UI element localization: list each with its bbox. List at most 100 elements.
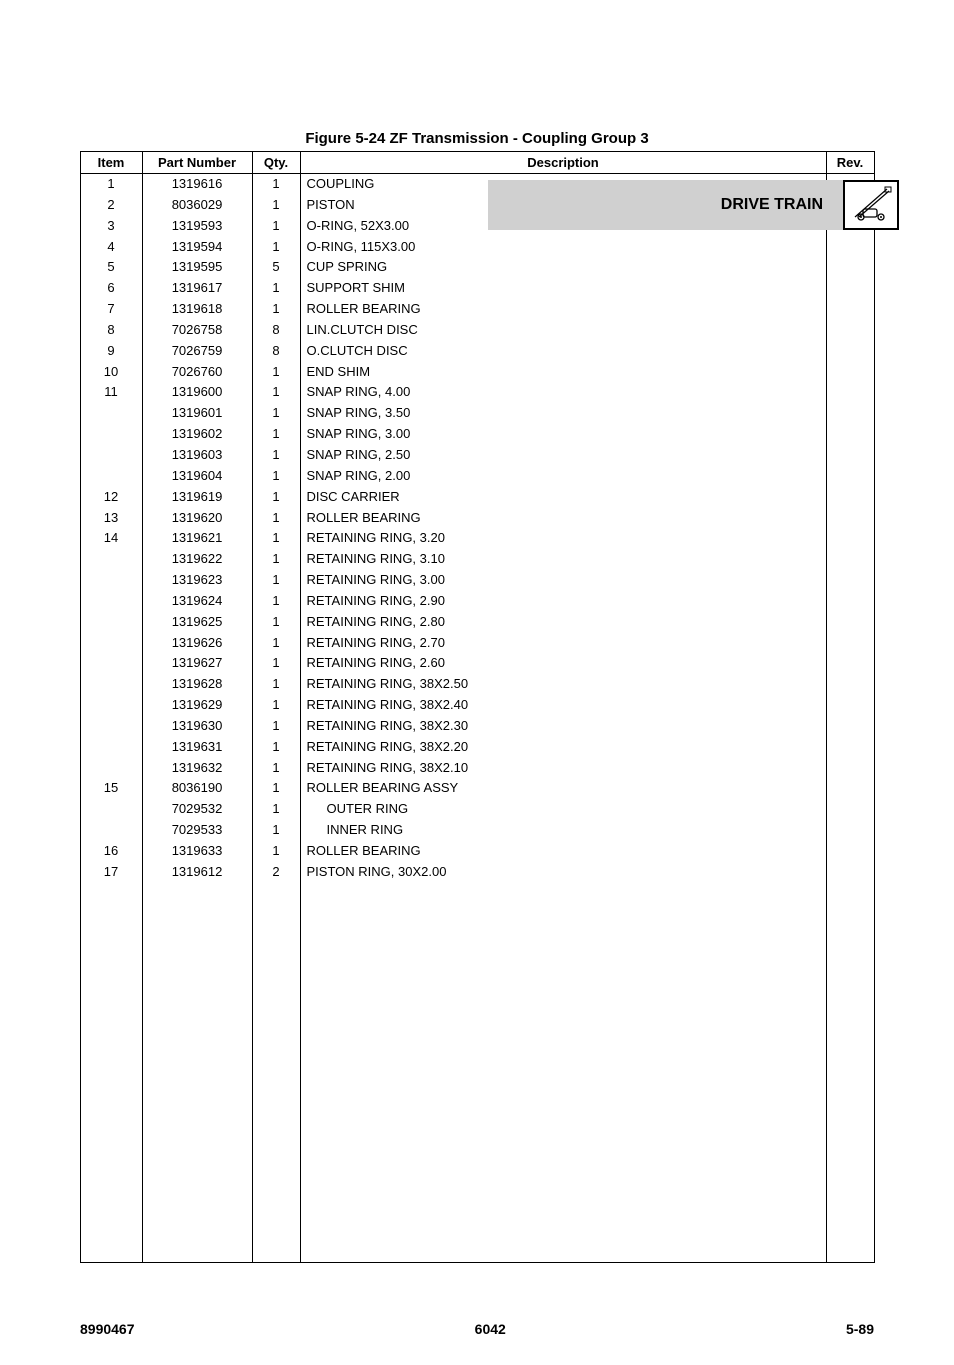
cell-item [80,737,142,758]
cell-item: 5 [80,257,142,278]
filler-cell [300,883,826,1263]
cell-rev [826,299,874,320]
cell-part-number: 7026758 [142,320,252,341]
filler-cell [80,883,142,1263]
cell-item [80,633,142,654]
table-row: 13196311RETAINING RING, 38X2.20 [80,737,874,758]
cell-qty: 1 [252,299,300,320]
cell-description: RETAINING RING, 3.00 [300,570,826,591]
footer-left: 8990467 [80,1321,135,1337]
cell-item: 16 [80,841,142,862]
col-header-rev: Rev. [826,152,874,174]
cell-qty: 1 [252,799,300,820]
cell-rev [826,549,874,570]
page-footer: 8990467 6042 5-89 [0,1321,954,1337]
cell-description: INNER RING [300,820,826,841]
filler-cell [142,883,252,1263]
footer-center: 6042 [475,1321,506,1337]
cell-description: RETAINING RING, 2.60 [300,653,826,674]
figure-title: Figure 5-24 ZF Transmission - Coupling G… [0,130,954,147]
filler-cell [826,883,874,1263]
cell-rev [826,362,874,383]
telehandler-icon [849,185,893,226]
cell-description: LIN.CLUTCH DISC [300,320,826,341]
cell-part-number: 1319593 [142,216,252,237]
cell-part-number: 1319621 [142,528,252,549]
table-row: 13196261RETAINING RING, 2.70 [80,633,874,654]
cell-qty: 1 [252,820,300,841]
cell-qty: 1 [252,633,300,654]
table-row: 1613196331ROLLER BEARING [80,841,874,862]
cell-part-number: 1319623 [142,570,252,591]
cell-qty: 2 [252,862,300,883]
cell-qty: 1 [252,216,300,237]
cell-rev [826,758,874,779]
cell-qty: 1 [252,278,300,299]
cell-description: ROLLER BEARING [300,299,826,320]
cell-part-number: 1319626 [142,633,252,654]
cell-part-number: 1319629 [142,695,252,716]
cell-rev [826,403,874,424]
cell-qty: 1 [252,362,300,383]
cell-description: ROLLER BEARING [300,841,826,862]
cell-rev [826,653,874,674]
cell-part-number: 1319603 [142,445,252,466]
cell-item: 3 [80,216,142,237]
table-row: 70295321OUTER RING [80,799,874,820]
cell-item [80,570,142,591]
table-row: 70295331INNER RING [80,820,874,841]
table-header-row: Item Part Number Qty. Description Rev. [80,152,874,174]
table-row: 13196031SNAP RING, 2.50 [80,445,874,466]
cell-qty: 1 [252,174,300,195]
cell-item: 7 [80,299,142,320]
cell-item: 10 [80,362,142,383]
cell-qty: 1 [252,382,300,403]
cell-rev [826,278,874,299]
cell-rev [826,737,874,758]
cell-item: 1 [80,174,142,195]
col-header-item: Item [80,152,142,174]
cell-description: SNAP RING, 4.00 [300,382,826,403]
cell-item: 13 [80,508,142,529]
cell-qty: 1 [252,758,300,779]
cell-item [80,612,142,633]
cell-qty: 1 [252,445,300,466]
cell-part-number: 1319631 [142,737,252,758]
cell-qty: 1 [252,549,300,570]
cell-description: END SHIM [300,362,826,383]
cell-qty: 1 [252,403,300,424]
cell-part-number: 7026759 [142,341,252,362]
table-row: 870267588LIN.CLUTCH DISC [80,320,874,341]
cell-item [80,820,142,841]
cell-part-number: 1319602 [142,424,252,445]
cell-description: RETAINING RING, 3.10 [300,549,826,570]
cell-qty: 1 [252,695,300,716]
cell-rev [826,695,874,716]
table-row: 1113196001SNAP RING, 4.00 [80,382,874,403]
cell-item: 15 [80,778,142,799]
cell-description: RETAINING RING, 38X2.40 [300,695,826,716]
cell-description: ROLLER BEARING ASSY [300,778,826,799]
table-row: 1713196122PISTON RING, 30X2.00 [80,862,874,883]
cell-item [80,674,142,695]
filler-row [80,883,874,1263]
cell-part-number: 1319622 [142,549,252,570]
cell-part-number: 1319618 [142,299,252,320]
cell-qty: 8 [252,320,300,341]
cell-item [80,549,142,570]
cell-item: 17 [80,862,142,883]
cell-qty: 1 [252,778,300,799]
table-row: 613196171SUPPORT SHIM [80,278,874,299]
cell-description: PISTON RING, 30X2.00 [300,862,826,883]
table-row: 13196301RETAINING RING, 38X2.30 [80,716,874,737]
cell-qty: 1 [252,570,300,591]
table-row: 13196241RETAINING RING, 2.90 [80,591,874,612]
cell-part-number: 1319630 [142,716,252,737]
cell-item [80,403,142,424]
cell-item [80,716,142,737]
cell-rev [826,257,874,278]
cell-rev [826,382,874,403]
cell-part-number: 8036190 [142,778,252,799]
cell-part-number: 7029532 [142,799,252,820]
cell-description: SNAP RING, 2.00 [300,466,826,487]
